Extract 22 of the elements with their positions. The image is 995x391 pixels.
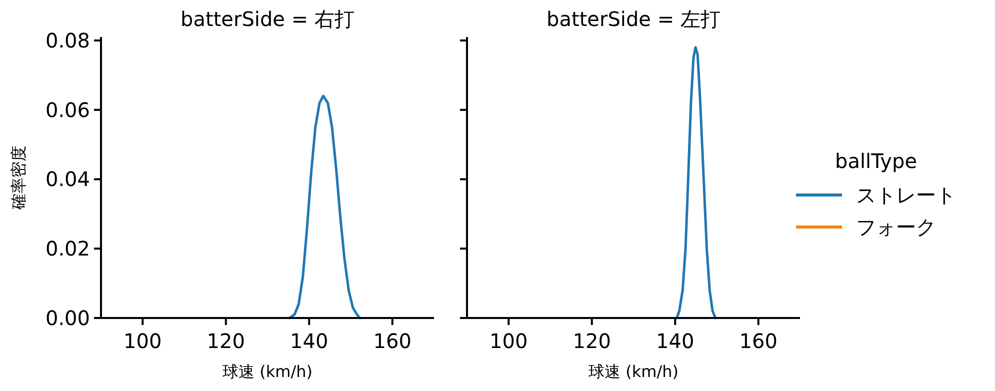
y-tick-label: 0.06 [45, 98, 90, 122]
y-tick-label: 0.02 [45, 236, 90, 261]
legend-label: フォーク [856, 215, 936, 239]
line-series [288, 94, 362, 320]
x-tick-label: 100 [490, 329, 528, 353]
x-tick-label: 120 [572, 329, 611, 353]
x-tick-label: 140 [656, 329, 694, 353]
legend-label: ストレート [856, 183, 956, 207]
x-axis-title: 球速 (km/h) [222, 362, 312, 381]
legend-title: ballType [835, 149, 918, 173]
x-tick-label: 140 [290, 329, 328, 353]
chart-title: batterSide = 右打 [180, 7, 354, 31]
y-axis-title: 確率密度 [9, 146, 28, 210]
x-tick-label: 160 [373, 329, 412, 353]
y-tick-label: 0.04 [45, 167, 90, 192]
x-tick-label: 100 [124, 329, 162, 353]
x-axis-title: 球速 (km/h) [588, 362, 678, 381]
x-tick-label: 160 [739, 329, 778, 353]
y-tick-label: 0.00 [45, 306, 90, 330]
chart-title: batterSide = 左打 [546, 7, 720, 31]
x-tick-label: 120 [206, 329, 245, 353]
y-tick-label: 0.08 [45, 28, 90, 52]
